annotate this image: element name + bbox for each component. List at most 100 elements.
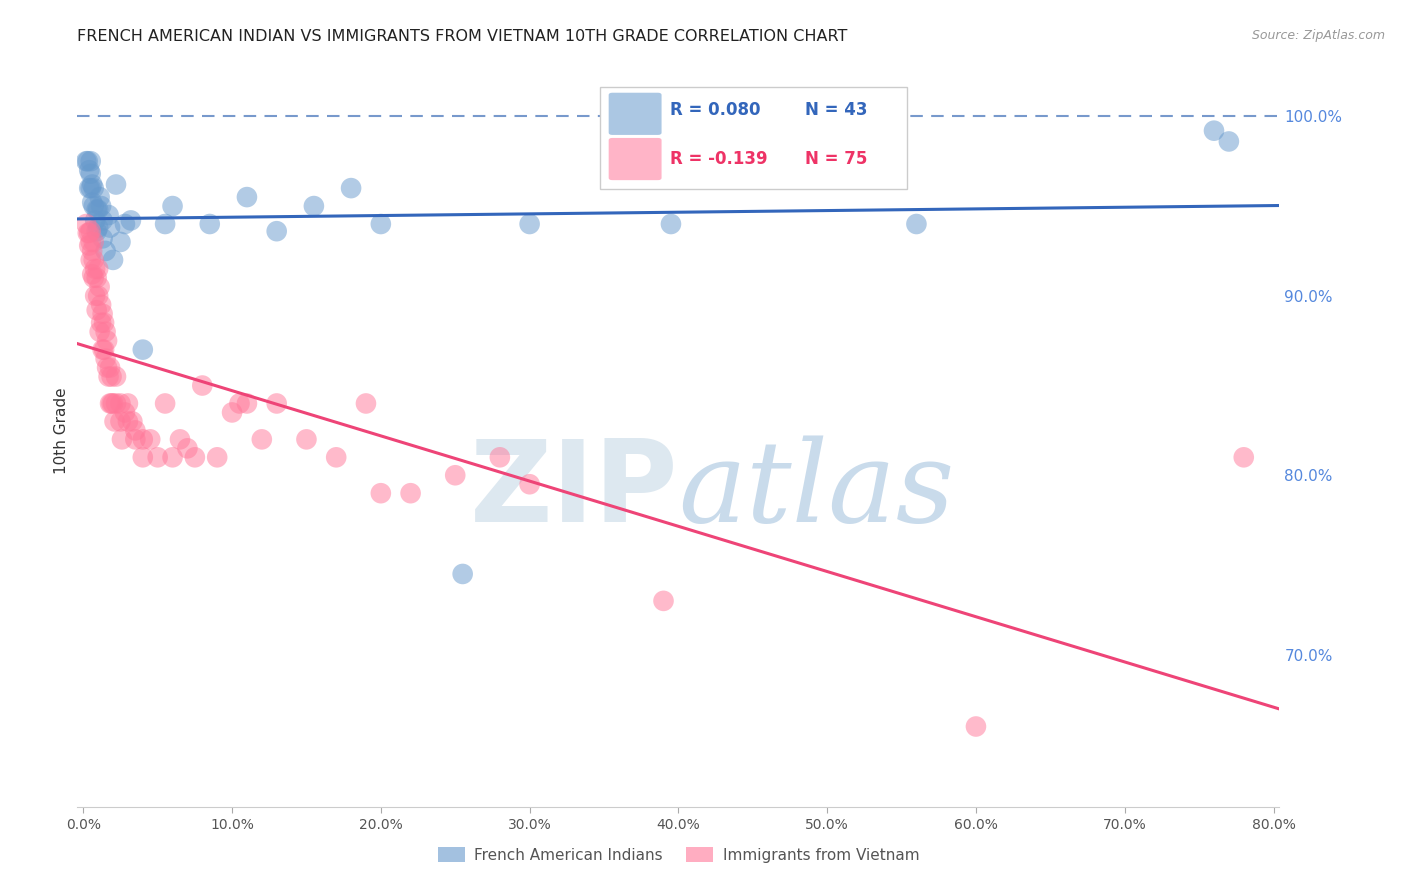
Point [221, 405, 243, 419]
Text: R = -0.139: R = -0.139 [671, 150, 768, 168]
Point [86, 303, 108, 318]
Point [146, 450, 169, 465]
Point [114, 405, 136, 419]
Point [91, 213, 114, 227]
Point [110, 396, 132, 410]
Point [90, 199, 112, 213]
Point [205, 450, 228, 465]
Point [91, 343, 114, 357]
Point [153, 396, 176, 410]
Point [132, 433, 155, 447]
Point [354, 396, 377, 410]
Point [110, 414, 132, 428]
Point [96, 360, 118, 375]
Point [87, 289, 110, 303]
Point [105, 369, 128, 384]
Point [75, 154, 97, 169]
Point [101, 252, 124, 267]
Point [176, 442, 198, 456]
Point [82, 178, 104, 192]
Point [489, 450, 512, 465]
Point [77, 238, 100, 252]
Point [1202, 124, 1225, 138]
Point [519, 217, 541, 231]
Point [86, 202, 108, 217]
Point [117, 396, 139, 410]
Point [76, 154, 98, 169]
Text: N = 75: N = 75 [804, 150, 868, 168]
Point [162, 450, 184, 465]
Point [198, 217, 221, 231]
FancyBboxPatch shape [609, 93, 662, 135]
Point [266, 224, 288, 238]
Point [89, 325, 111, 339]
Point [89, 280, 111, 294]
Point [75, 217, 97, 231]
Text: Source: ZipAtlas.com: Source: ZipAtlas.com [1251, 29, 1385, 42]
Point [83, 270, 105, 285]
Point [295, 433, 318, 447]
Point [519, 477, 541, 491]
Point [83, 181, 105, 195]
Point [103, 414, 125, 428]
Point [399, 486, 422, 500]
Point [94, 351, 117, 366]
Point [82, 267, 104, 281]
Text: ZIP: ZIP [470, 435, 679, 546]
Point [228, 396, 250, 410]
Point [250, 433, 273, 447]
Point [132, 450, 155, 465]
Point [80, 224, 103, 238]
Point [100, 396, 122, 410]
Point [105, 396, 128, 410]
Point [905, 217, 928, 231]
Point [444, 468, 467, 483]
Point [370, 217, 392, 231]
Point [93, 343, 115, 357]
Point [184, 450, 207, 465]
Point [1218, 135, 1240, 149]
Point [87, 220, 110, 235]
Point [162, 199, 184, 213]
Point [84, 213, 107, 227]
Point [91, 231, 114, 245]
Point [94, 244, 117, 258]
Point [236, 396, 259, 410]
Point [91, 307, 114, 321]
Point [153, 217, 176, 231]
Point [86, 224, 108, 238]
Point [98, 396, 121, 410]
Point [302, 199, 325, 213]
Point [451, 566, 474, 581]
Point [82, 195, 104, 210]
FancyBboxPatch shape [600, 87, 907, 189]
Point [659, 217, 682, 231]
Point [169, 433, 191, 447]
Point [110, 235, 132, 249]
Text: N = 43: N = 43 [804, 101, 868, 119]
Point [83, 199, 105, 213]
Point [80, 252, 103, 267]
Point [94, 325, 117, 339]
Point [80, 235, 103, 249]
Point [97, 208, 120, 222]
Point [80, 167, 103, 181]
Point [139, 433, 162, 447]
Point [325, 450, 347, 465]
Point [84, 261, 107, 276]
Point [96, 334, 118, 348]
Point [77, 181, 100, 195]
Legend: French American Indians, Immigrants from Vietnam: French American Indians, Immigrants from… [432, 841, 925, 869]
Point [98, 360, 121, 375]
Point [370, 486, 392, 500]
Point [87, 202, 110, 217]
Point [111, 433, 134, 447]
Point [117, 414, 139, 428]
Point [97, 369, 120, 384]
Point [87, 261, 110, 276]
Point [1233, 450, 1256, 465]
Point [86, 270, 108, 285]
FancyBboxPatch shape [609, 138, 662, 180]
Point [101, 396, 124, 410]
Point [80, 181, 103, 195]
